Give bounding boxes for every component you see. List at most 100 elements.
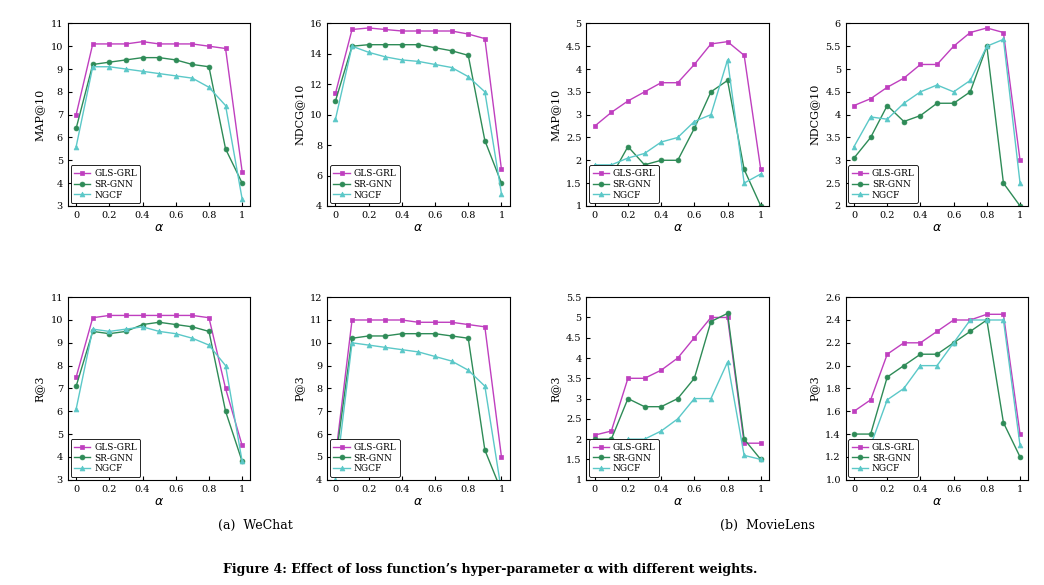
- GLS-GRL: [864, 95, 877, 102]
- SR-GNN: [947, 339, 959, 346]
- SR-GNN: [705, 318, 717, 325]
- GLS-GRL: [169, 312, 182, 319]
- NGCF: [203, 342, 215, 349]
- NGCF: [329, 476, 341, 483]
- GLS-GRL: [705, 40, 717, 47]
- NGCF: [931, 362, 944, 369]
- SR-GNN: [462, 335, 475, 342]
- NGCF: [848, 143, 860, 150]
- NGCF: [738, 452, 751, 459]
- SR-GNN: [346, 43, 358, 50]
- NGCF: [169, 330, 182, 337]
- Line: SR-GNN: SR-GNN: [333, 331, 504, 494]
- NGCF: [915, 362, 927, 369]
- SR-GNN: [70, 125, 82, 132]
- NGCF: [980, 43, 993, 50]
- GLS-GRL: [738, 440, 751, 447]
- NGCF: [87, 63, 99, 70]
- SR-GNN: [755, 202, 767, 209]
- GLS-GRL: [688, 334, 701, 341]
- NGCF: [881, 397, 894, 404]
- GLS-GRL: [379, 26, 392, 33]
- GLS-GRL: [931, 328, 944, 335]
- GLS-GRL: [412, 319, 425, 326]
- X-axis label: $\alpha$: $\alpha$: [672, 495, 683, 508]
- GLS-GRL: [346, 26, 358, 33]
- NGCF: [898, 385, 910, 392]
- SR-GNN: [688, 125, 701, 132]
- GLS-GRL: [152, 312, 165, 319]
- NGCF: [755, 170, 767, 177]
- SR-GNN: [915, 351, 927, 358]
- GLS-GRL: [864, 397, 877, 404]
- SR-GNN: [898, 118, 910, 125]
- NGCF: [705, 111, 717, 118]
- GLS-GRL: [169, 40, 182, 47]
- SR-GNN: [219, 146, 232, 153]
- Line: NGCF: NGCF: [333, 44, 504, 196]
- NGCF: [396, 56, 408, 63]
- X-axis label: $\alpha$: $\alpha$: [413, 221, 424, 234]
- GLS-GRL: [638, 375, 650, 382]
- GLS-GRL: [947, 316, 959, 324]
- Line: GLS-GRL: GLS-GRL: [852, 312, 1022, 436]
- SR-GNN: [478, 137, 491, 144]
- GLS-GRL: [236, 442, 248, 449]
- Line: SR-GNN: SR-GNN: [74, 320, 244, 464]
- NGCF: [864, 113, 877, 121]
- NGCF: [137, 324, 149, 331]
- GLS-GRL: [495, 166, 507, 173]
- SR-GNN: [997, 180, 1010, 187]
- GLS-GRL: [655, 79, 667, 86]
- SR-GNN: [964, 328, 976, 335]
- GLS-GRL: [931, 61, 944, 68]
- Line: SR-GNN: SR-GNN: [333, 42, 504, 185]
- NGCF: [848, 442, 860, 449]
- NGCF: [721, 359, 734, 366]
- SR-GNN: [478, 446, 491, 453]
- NGCF: [396, 346, 408, 353]
- GLS-GRL: [103, 312, 116, 319]
- GLS-GRL: [688, 61, 701, 68]
- NGCF: [236, 458, 248, 465]
- NGCF: [655, 139, 667, 146]
- SR-GNN: [621, 395, 634, 402]
- SR-GNN: [446, 332, 458, 339]
- NGCF: [671, 134, 684, 141]
- SR-GNN: [721, 310, 734, 317]
- NGCF: [137, 68, 149, 75]
- NGCF: [152, 70, 165, 77]
- SR-GNN: [931, 351, 944, 358]
- NGCF: [379, 53, 392, 60]
- SR-GNN: [429, 44, 442, 51]
- NGCF: [1014, 180, 1026, 187]
- X-axis label: $\alpha$: $\alpha$: [932, 221, 942, 234]
- GLS-GRL: [396, 316, 408, 324]
- Line: GLS-GRL: GLS-GRL: [592, 39, 763, 172]
- NGCF: [881, 116, 894, 123]
- SR-GNN: [362, 332, 375, 339]
- NGCF: [495, 190, 507, 197]
- Line: NGCF: NGCF: [592, 360, 763, 462]
- X-axis label: $\alpha$: $\alpha$: [932, 495, 942, 508]
- SR-GNN: [881, 374, 894, 381]
- SR-GNN: [137, 54, 149, 61]
- GLS-GRL: [362, 25, 375, 32]
- X-axis label: $\alpha$: $\alpha$: [413, 495, 424, 508]
- GLS-GRL: [478, 35, 491, 42]
- SR-GNN: [495, 488, 507, 495]
- Y-axis label: MAP@10: MAP@10: [550, 88, 561, 141]
- Text: Figure 4: Effect of loss function’s hyper-parameter α with different weights.: Figure 4: Effect of loss function’s hype…: [223, 563, 758, 576]
- Y-axis label: NDCG@10: NDCG@10: [810, 84, 820, 145]
- Legend: GLS-GRL, SR-GNN, NGCF: GLS-GRL, SR-GNN, NGCF: [589, 439, 659, 477]
- NGCF: [671, 415, 684, 422]
- GLS-GRL: [606, 428, 618, 435]
- NGCF: [152, 328, 165, 335]
- GLS-GRL: [329, 453, 341, 460]
- GLS-GRL: [203, 43, 215, 50]
- SR-GNN: [738, 436, 751, 443]
- NGCF: [606, 161, 618, 168]
- NGCF: [947, 88, 959, 95]
- Line: NGCF: NGCF: [74, 64, 244, 201]
- SR-GNN: [980, 43, 993, 50]
